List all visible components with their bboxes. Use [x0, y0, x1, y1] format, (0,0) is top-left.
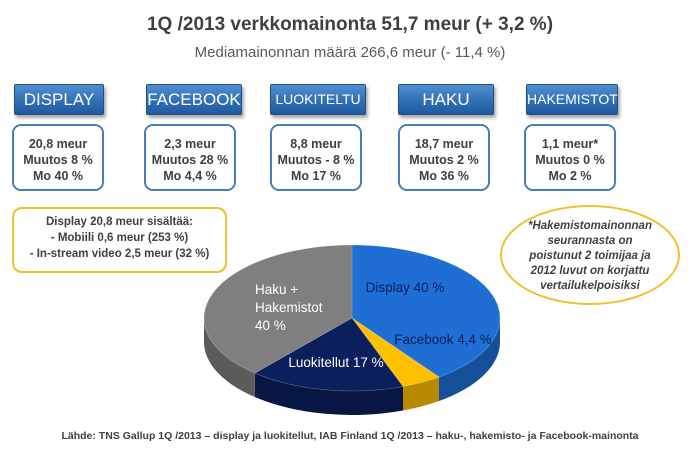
pie-side-3: [204, 318, 255, 398]
stat-change: Muutos 28 %: [151, 153, 229, 167]
pie-label-line: Hakemistot: [255, 300, 323, 315]
pie-slice-3: [203, 244, 353, 374]
category-tab-haku: HAKU: [398, 84, 494, 115]
pie-label-0: Display 40 %: [366, 280, 445, 295]
pie-side-0: [438, 318, 500, 402]
stat-share: Mo 17 %: [290, 169, 341, 183]
stat-amount: 18,7 meur: [414, 137, 474, 151]
footnote-line: *Hakemistomainonnan: [528, 220, 652, 232]
stat-amount: 2,3 meur: [164, 137, 216, 151]
pie-side-1: [403, 377, 439, 411]
hakemisto-footnote: *Hakemistomainonnan seurannasta on poist…: [500, 205, 680, 305]
stat-amount: 20,8 meur: [28, 137, 88, 151]
stat-change: Muutos - 8 %: [277, 153, 355, 167]
stat-change: Muutos 8 %: [23, 153, 93, 167]
pie-label-line: Haku +: [255, 282, 298, 297]
pie-label-2: Luokitellut 17 %: [288, 355, 383, 370]
pie-side-2: [254, 373, 404, 415]
stat-change: Muutos 2 %: [409, 153, 479, 167]
stat-share: Mo 36 %: [418, 169, 469, 183]
source-note: Lähde: TNS Gallup 1Q /2013 – display ja …: [61, 430, 639, 442]
page-subtitle: Mediamainonnan määrä 266,6 meur (- 11,4 …: [194, 44, 506, 61]
page-title: 1Q /2013 verkkomainonta 51,7 meur (+ 3,2…: [146, 14, 554, 35]
pie-label-line: Facebook 4,4 %: [394, 332, 492, 347]
note-line: - Mobiili 0,6 meur (253 %): [50, 232, 189, 244]
stat-share: Mo 40 %: [32, 169, 83, 183]
pie-slice-0: [351, 244, 501, 378]
stat-share: Mo 4,4 %: [163, 169, 217, 183]
footnote-line: seurannasta on: [547, 235, 633, 247]
note-line: - In-stream video 2,5 meur (32 %): [29, 248, 210, 260]
category-tab-luokiteltu: LUOKITELTU: [270, 84, 366, 115]
stat-box-display: 20,8 meur Muutos 8 % Mo 40 %: [12, 124, 104, 191]
display-breakdown-note: Display 20,8 meur sisältää: - Mobiili 0,…: [12, 207, 227, 273]
stat-amount: 8,8 meur: [290, 137, 342, 151]
footnote-line: poistunut 2 toimijaa ja: [529, 250, 651, 262]
stat-box-haku: 18,7 meur Muutos 2 % Mo 36 %: [398, 124, 490, 191]
pie-label-line: Display 40 %: [366, 280, 445, 295]
pie-label-line: 40 %: [255, 318, 286, 333]
pie-label-line: Luokitellut 17 %: [288, 355, 383, 370]
pie-slice-2: [254, 317, 404, 392]
stat-box-facebook: 2,3 meur Muutos 28 % Mo 4,4 %: [144, 124, 236, 191]
footnote-line: 2012 luvut on korjattu: [530, 265, 650, 277]
category-tab-display: DISPLAY: [14, 84, 104, 115]
stat-share: Mo 2 %: [548, 169, 592, 183]
category-tab-hakemistot: HAKEMISTOT: [526, 84, 618, 115]
stat-change: Muutos 0 %: [535, 153, 605, 167]
pie-label-3: Haku + Hakemistot 40 %: [255, 282, 323, 333]
pie-label-1: Facebook 4,4 %: [394, 332, 492, 347]
pie-slice-1: [351, 317, 440, 387]
stat-box-luokiteltu: 8,8 meur Muutos - 8 % Mo 17 %: [270, 124, 362, 191]
category-tab-facebook: FACEBOOK: [146, 84, 242, 115]
stat-box-hakemistot: 1,1 meur* Muutos 0 % Mo 2 %: [524, 124, 616, 191]
stat-amount: 1,1 meur*: [541, 137, 599, 151]
note-line: Display 20,8 meur sisältää:: [45, 216, 194, 228]
footnote-line: vertailukelpoisiksi: [540, 280, 640, 292]
